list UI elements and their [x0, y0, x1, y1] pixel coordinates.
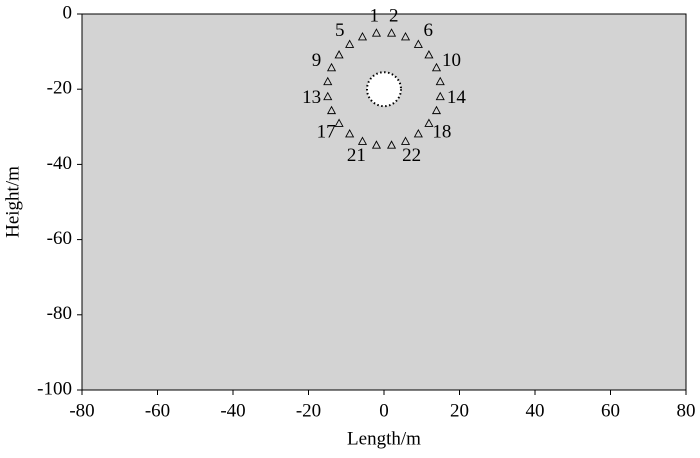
sensor-marker: [400, 31, 411, 41]
sensor-label: 14: [447, 87, 467, 108]
sensor-label: 5: [335, 20, 345, 41]
sensor-marker: [323, 76, 333, 86]
x-tick-label: 80: [677, 400, 696, 421]
x-tick-label: -40: [220, 400, 245, 421]
sensor-label: 6: [423, 20, 433, 41]
sensor-label: 10: [442, 50, 461, 71]
sensor-marker: [424, 118, 434, 127]
sensor-label: 22: [402, 145, 421, 166]
y-tick-label: -40: [47, 153, 72, 174]
x-tick-label: -80: [69, 400, 94, 421]
sensor-marker: [435, 76, 445, 86]
y-axis-label: Height/m: [2, 166, 23, 238]
x-axis-label: Length/m: [347, 428, 421, 449]
sensor-marker: [345, 39, 355, 48]
sensor-marker: [435, 91, 445, 101]
plot-area: [81, 13, 687, 391]
sensor-label: 9: [312, 50, 322, 71]
sensor-label: 2: [389, 6, 399, 27]
x-tick-label: -20: [296, 400, 321, 421]
sensor-marker: [431, 62, 442, 72]
sensor-marker: [413, 39, 423, 48]
x-tick-label: 60: [601, 400, 620, 421]
sensor-marker: [357, 136, 368, 145]
x-tick-label: -60: [145, 400, 170, 421]
sensor-marker: [334, 118, 344, 127]
sensor-marker: [371, 140, 382, 149]
opening: [366, 71, 402, 108]
x-tick-label: 0: [379, 400, 389, 421]
sensor-marker: [345, 129, 355, 138]
sensor-marker: [386, 140, 397, 149]
sensor-marker: [323, 91, 333, 101]
sensor-label: 17: [317, 122, 336, 143]
y-tick-label: 0: [63, 2, 73, 23]
sensor-marker: [431, 105, 442, 115]
y-tick-label: -100: [37, 378, 72, 399]
x-tick-label: 40: [526, 400, 545, 421]
sensor-marker: [424, 50, 434, 59]
sensor-marker: [371, 28, 382, 37]
y-tick-label: -20: [47, 78, 72, 99]
sensor-label: 21: [347, 145, 366, 166]
sensor-marker: [386, 28, 397, 37]
sensor-label: 18: [432, 122, 451, 143]
sensor-label: 13: [302, 87, 321, 108]
y-tick-label: -60: [47, 228, 72, 249]
sensor-label: 1: [370, 6, 380, 27]
sensor-marker: [357, 31, 368, 41]
sensor-marker: [326, 62, 337, 72]
sensor-marker: [400, 136, 411, 145]
sensor-marker: [334, 50, 344, 59]
sensor-marker: [413, 129, 423, 138]
sensor-marker: [326, 105, 337, 115]
x-tick-label: 20: [450, 400, 469, 421]
y-tick-label: -80: [47, 303, 72, 324]
